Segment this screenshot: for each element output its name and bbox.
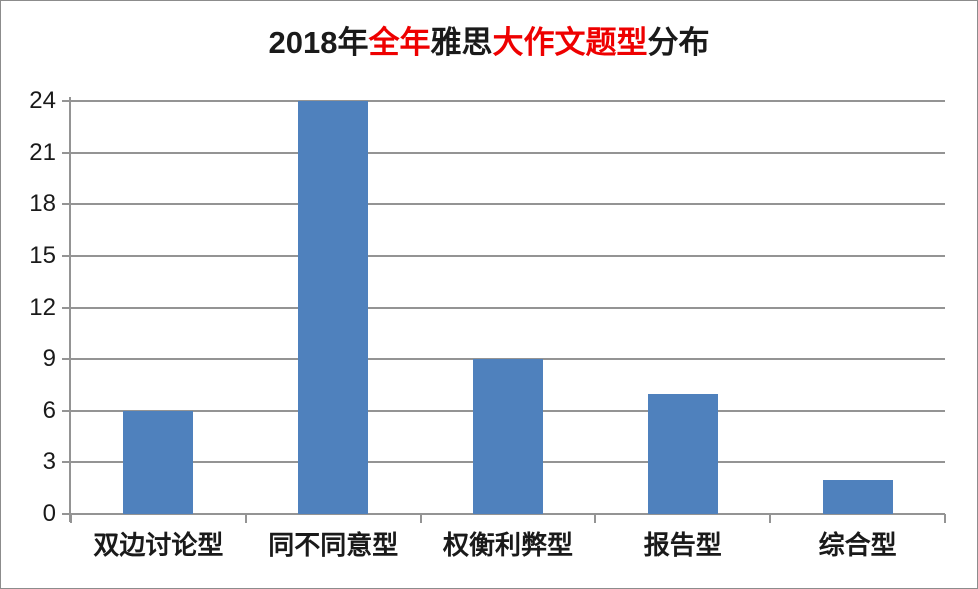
bar-4 [822, 479, 893, 514]
bar-2 [473, 359, 543, 514]
title-segment: 大作文题型 [492, 25, 648, 60]
x-axis-tick [944, 514, 946, 523]
title-segment: 2018年 [268, 25, 369, 60]
y-axis-label: 0 [42, 500, 56, 527]
y-axis-tick [62, 461, 70, 464]
y-axis-label: 3 [42, 448, 56, 476]
y-axis-label: 21 [29, 138, 56, 166]
y-axis-tick [62, 306, 70, 309]
x-axis-tick [70, 514, 72, 523]
x-axis-label: 同不同意型 [268, 530, 399, 560]
y-axis-label: 9 [42, 345, 56, 373]
x-axis-line [62, 513, 945, 515]
y-axis-label: 6 [42, 396, 56, 424]
gridline [71, 306, 945, 309]
bar-3 [647, 393, 718, 514]
gridline [71, 151, 945, 154]
y-axis-label: 24 [29, 87, 56, 114]
gridline [71, 203, 945, 206]
title-segment: 雅思 [430, 25, 493, 60]
x-axis-tick [419, 514, 422, 523]
gridline [71, 100, 945, 102]
x-axis-label: 权衡利弊型 [442, 530, 573, 560]
title-segment: 全年 [368, 25, 431, 60]
bar-1 [298, 101, 369, 514]
x-axis-label: 综合型 [818, 530, 897, 560]
y-axis-label: 18 [29, 190, 56, 218]
y-axis-tick [62, 254, 70, 257]
y-axis-line [69, 97, 71, 522]
y-axis-label: 15 [29, 241, 56, 269]
y-axis-tick [62, 100, 70, 102]
chart-title: 2018年全年雅思大作文题型分布 [1, 17, 977, 62]
x-axis-tick [244, 514, 247, 523]
gridline [71, 254, 945, 257]
y-axis-tick [62, 358, 70, 361]
y-axis-tick [62, 203, 70, 206]
x-axis-label: 报告型 [643, 530, 722, 560]
x-axis-tick [769, 514, 772, 523]
x-axis-label: 双边讨论型 [93, 530, 224, 560]
y-axis-tick [62, 409, 70, 412]
x-axis-tick [594, 514, 597, 523]
y-axis-tick [62, 151, 70, 154]
bar-0 [123, 410, 194, 515]
title-segment: 分布 [647, 25, 710, 60]
y-axis-label: 12 [29, 293, 56, 321]
